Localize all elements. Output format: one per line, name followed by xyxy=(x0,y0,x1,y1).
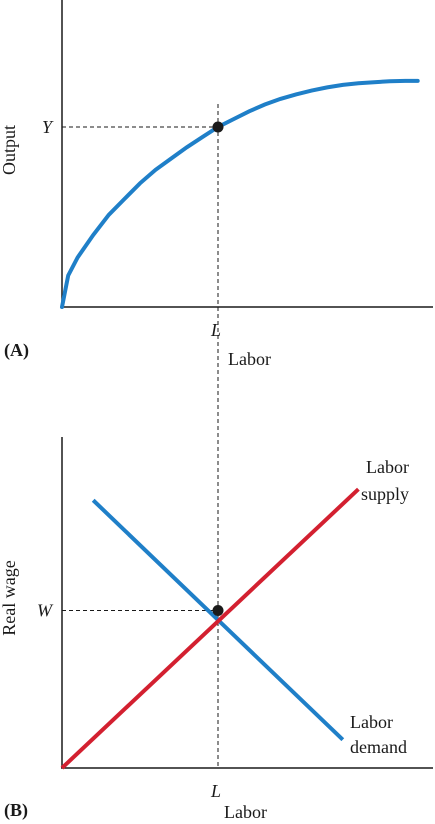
panel-b: W L Labor supply Labor demand Labor Real… xyxy=(0,437,433,822)
panel-a-y-tick-label: Y xyxy=(42,117,54,137)
panel-a-y-axis-label: Output xyxy=(0,125,19,175)
panel-b-x-tick-label: L xyxy=(210,781,221,801)
panel-b-y-tick-label: W xyxy=(37,601,54,621)
demand-label-line-2: demand xyxy=(350,737,407,757)
panel-b-label: (B) xyxy=(4,800,28,821)
panel-a-x-tick-label: L xyxy=(210,320,221,340)
panel-a-label: (A) xyxy=(4,340,29,361)
panel-a-production-curve xyxy=(60,78,420,309)
panel-b-y-axis-label: Real wage xyxy=(0,560,19,635)
labor-supply-line xyxy=(60,487,360,770)
demand-label-line-1: Labor xyxy=(350,712,393,732)
panel-b-x-axis-label: Labor xyxy=(224,802,267,822)
supply-label-line-1: Labor xyxy=(366,457,409,477)
supply-label-line-2: supply xyxy=(361,484,409,504)
panel-b-equilibrium-point xyxy=(212,605,224,616)
panel-a: Y L Labor Output (A) xyxy=(0,0,433,369)
panel-a-x-axis-label: Labor xyxy=(228,349,271,369)
